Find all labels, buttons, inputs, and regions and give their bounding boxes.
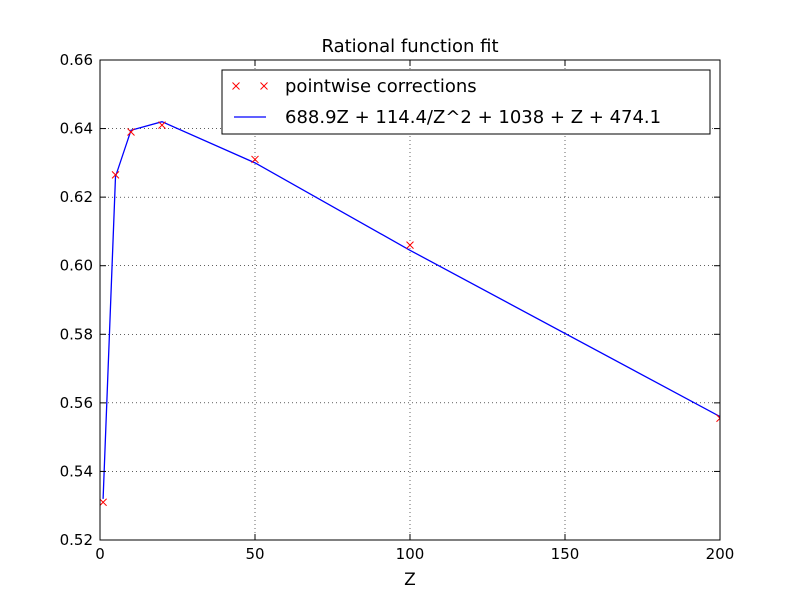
- x-tick-label: 200: [706, 545, 735, 563]
- chart-title: Rational function fit: [321, 36, 498, 57]
- y-tick-label: 0.60: [60, 257, 93, 275]
- y-tick-label: 0.66: [60, 51, 93, 69]
- data-point-marker: [111, 171, 120, 179]
- data-point-marker: [127, 128, 135, 136]
- x-axis-label: Z: [404, 570, 416, 590]
- x-marker-stroke: [260, 82, 268, 90]
- x-marker-stroke: [251, 155, 259, 164]
- x-marker-stroke: [100, 498, 107, 507]
- x-tick-label: 0: [95, 545, 105, 563]
- x-tick-label: 50: [245, 545, 264, 563]
- legend-x-marker: [260, 82, 268, 90]
- legend-box: [221, 69, 711, 135]
- data-point-marker: [716, 414, 720, 423]
- y-tick-label: 0.54: [60, 462, 93, 480]
- x-marker-stroke: [716, 417, 720, 423]
- series-layer: [100, 121, 720, 507]
- x-marker-stroke: [127, 128, 135, 136]
- x-tick-label: 150: [551, 545, 580, 563]
- legend-label: 688.9Z + 114.4/Z^2 + 1038 + Z + 474.1: [285, 107, 661, 128]
- data-point-marker: [158, 121, 166, 129]
- x-tick-label: 100: [396, 545, 425, 563]
- legend: pointwise corrections 688.9Z + 114.4/Z^2…: [221, 69, 711, 135]
- data-point-marker: [406, 241, 414, 249]
- data-point-marker: [100, 498, 107, 507]
- data-point-marker: [251, 155, 259, 164]
- y-tick-label: 0.52: [60, 531, 93, 549]
- x-marker-stroke: [111, 171, 120, 179]
- ticks-layer: 0 50 100 150 200 0.52 0.54 0.56 0.58 0.60 0.62 0.64…: [60, 51, 735, 563]
- legend-label: pointwise corrections: [285, 76, 477, 97]
- x-marker-stroke: [406, 241, 414, 249]
- marker-series: [100, 121, 720, 507]
- y-tick-label: 0.56: [60, 394, 93, 412]
- legend-x-marker: [232, 82, 240, 90]
- x-marker-stroke: [716, 414, 720, 419]
- fit-line: [102, 121, 720, 499]
- y-tick-label: 0.58: [60, 325, 93, 343]
- x-marker-stroke: [158, 121, 166, 129]
- legend-marker-swatch: [232, 82, 268, 90]
- y-tick-label: 0.64: [60, 120, 93, 138]
- legend-entry-markers: pointwise corrections: [232, 76, 477, 97]
- legend-entry-line: 688.9Z + 114.4/Z^2 + 1038 + Z + 474.1: [234, 107, 661, 128]
- y-tick-label: 0.62: [60, 188, 93, 206]
- x-marker-stroke: [232, 82, 240, 90]
